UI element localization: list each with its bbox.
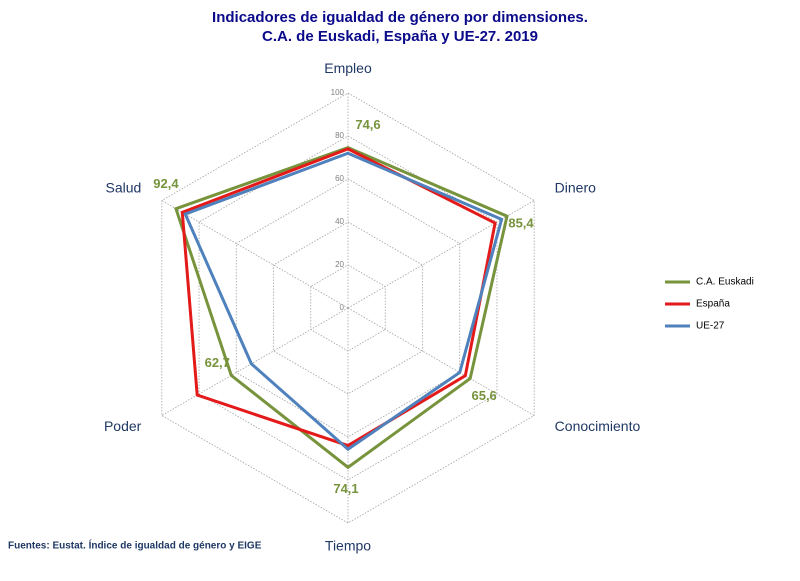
data-label: 85,4 (508, 216, 534, 231)
axis-label: Salud (106, 179, 142, 195)
data-label: 74,1 (333, 481, 358, 496)
tick-label: 100 (331, 88, 345, 97)
series-line (174, 145, 509, 470)
tick-label: 60 (335, 174, 344, 183)
tick-label: 80 (335, 131, 344, 140)
legend-label: España (696, 299, 730, 310)
axis-label: Poder (104, 418, 142, 434)
legend-label: UE-27 (696, 321, 725, 332)
series-line (183, 151, 504, 452)
chart-subtitle: C.A. de Euskadi, España y UE-27. 2019 (262, 28, 538, 45)
axis-label: Empleo (324, 60, 372, 76)
source-note: Fuentes: Eustat. Índice de igualdad de g… (8, 539, 262, 552)
series-line (180, 147, 497, 448)
data-label: 62,7 (205, 355, 230, 370)
axis-label: Dinero (555, 179, 596, 195)
axis-label: Tiempo (325, 537, 371, 553)
axis-label: Conocimiento (555, 418, 641, 434)
data-label: 92,4 (153, 176, 179, 191)
tick-label: 40 (335, 217, 344, 226)
data-label: 74,6 (355, 117, 380, 132)
chart-title: Indicadores de igualdad de género por di… (212, 9, 588, 26)
data-label: 65,6 (471, 388, 496, 403)
tick-label: 0 (340, 303, 345, 312)
tick-label: 20 (335, 260, 344, 269)
axis-spoke (161, 307, 349, 416)
grid-ring (273, 221, 423, 395)
grid-ring (161, 92, 535, 524)
legend-label: C.A. Euskadi (696, 277, 754, 288)
